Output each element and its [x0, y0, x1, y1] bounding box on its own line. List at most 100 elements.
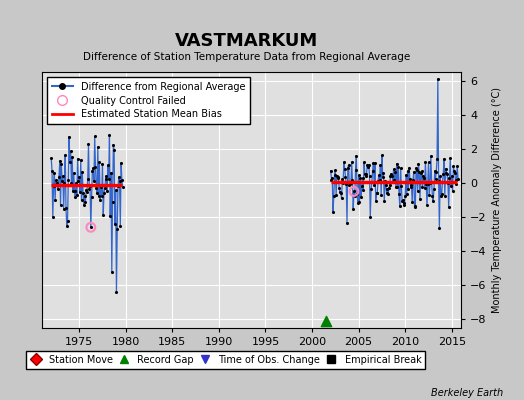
Point	[370, 182, 378, 188]
Point	[88, 193, 96, 200]
Point	[59, 206, 68, 212]
Point	[344, 164, 352, 171]
Point	[406, 176, 414, 182]
Point	[71, 194, 80, 200]
Point	[375, 172, 383, 178]
Point	[388, 173, 396, 179]
Point	[417, 168, 425, 175]
Point	[410, 169, 418, 175]
Point	[399, 200, 408, 206]
Point	[408, 199, 417, 206]
Point	[47, 155, 56, 162]
Point	[385, 185, 393, 192]
Point	[332, 192, 340, 198]
Point	[431, 168, 439, 174]
Point	[101, 176, 110, 182]
Point	[86, 183, 94, 189]
Point	[328, 176, 336, 183]
Point	[109, 142, 117, 148]
Point	[411, 202, 420, 209]
Point	[118, 184, 127, 190]
Point	[449, 188, 457, 194]
Point	[65, 134, 73, 140]
Point	[96, 196, 104, 203]
Point	[446, 155, 454, 162]
Point	[328, 174, 336, 181]
Point	[389, 178, 397, 185]
Point	[85, 185, 93, 192]
Point	[341, 174, 350, 180]
Point	[361, 170, 369, 177]
Point	[395, 191, 403, 197]
Point	[52, 180, 61, 186]
Point	[110, 146, 118, 153]
Point	[420, 175, 428, 182]
Point	[52, 177, 60, 183]
Point	[347, 159, 356, 165]
Point	[429, 198, 438, 205]
Point	[50, 170, 59, 176]
Point	[102, 173, 111, 179]
Point	[349, 205, 357, 212]
Point	[397, 183, 406, 190]
Point	[431, 176, 440, 182]
Point	[90, 178, 98, 184]
Point	[367, 186, 375, 192]
Legend: Difference from Regional Average, Quality Control Failed, Estimated Station Mean: Difference from Regional Average, Qualit…	[47, 77, 250, 124]
Point	[434, 76, 442, 82]
Point	[113, 226, 122, 232]
Point	[49, 182, 58, 189]
Point	[61, 152, 69, 158]
Y-axis label: Monthly Temperature Anomaly Difference (°C): Monthly Temperature Anomaly Difference (…	[492, 87, 502, 313]
Point	[108, 199, 117, 205]
Point	[54, 186, 62, 192]
Point	[430, 186, 438, 192]
Point	[396, 165, 405, 171]
Point	[435, 225, 444, 231]
Point	[114, 183, 122, 190]
Point	[380, 198, 388, 204]
Point	[428, 179, 436, 185]
Point	[442, 169, 451, 176]
Point	[348, 177, 357, 184]
Point	[358, 175, 367, 181]
Point	[56, 158, 64, 164]
Point	[376, 162, 385, 169]
Point	[365, 172, 374, 179]
Point	[379, 170, 388, 176]
Point	[74, 178, 83, 185]
Point	[70, 170, 78, 176]
Text: Berkeley Earth: Berkeley Earth	[431, 388, 503, 398]
Point	[106, 213, 114, 220]
Point	[416, 196, 424, 202]
Point	[83, 189, 91, 196]
Point	[352, 167, 360, 173]
Point	[436, 193, 445, 200]
Point	[333, 172, 341, 179]
Point	[363, 162, 372, 168]
Point	[365, 162, 373, 168]
Point	[357, 194, 365, 200]
Point	[58, 178, 67, 184]
Point	[360, 159, 368, 166]
Point	[115, 174, 123, 181]
Point	[73, 192, 81, 198]
Point	[49, 214, 57, 220]
Point	[57, 202, 65, 208]
Point	[407, 184, 415, 190]
Point	[67, 180, 75, 187]
Point	[391, 169, 399, 176]
Point	[364, 164, 372, 170]
Point	[451, 170, 459, 176]
Point	[60, 180, 69, 186]
Point	[433, 156, 441, 162]
Point	[94, 144, 102, 150]
Point	[436, 173, 444, 180]
Point	[331, 167, 340, 173]
Point	[62, 223, 71, 229]
Point	[443, 171, 451, 178]
Point	[339, 180, 347, 186]
Text: VASTMARKUM: VASTMARKUM	[174, 32, 318, 50]
Point	[357, 183, 366, 190]
Point	[438, 191, 446, 197]
